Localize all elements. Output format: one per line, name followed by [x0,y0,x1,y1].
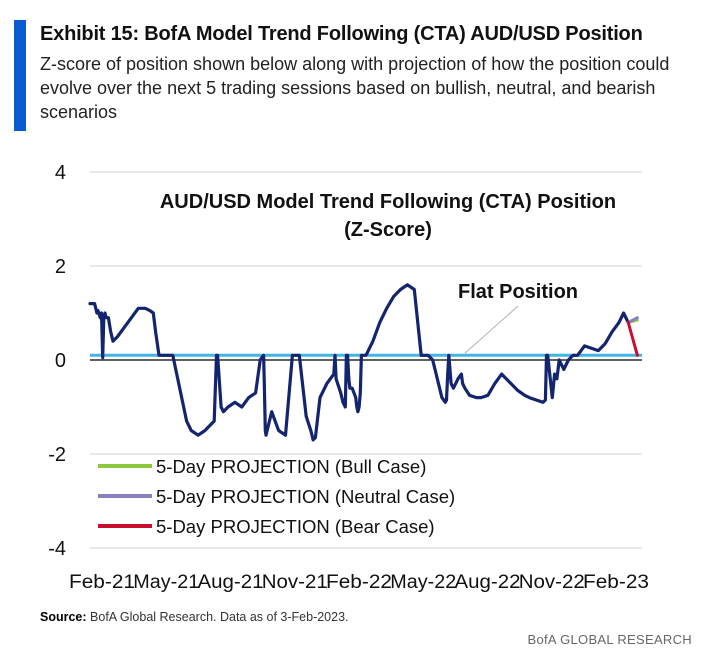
accent-bar [14,20,26,131]
series-group [88,283,639,442]
source-line: Source: BofA Global Research. Data as of… [40,610,349,624]
flat-position-pointer [464,305,519,354]
y-gridlines [90,171,642,549]
series-cta-position [88,283,630,442]
flat-position-label: Flat Position [458,281,578,303]
y-tick-label-2: 0 [55,350,66,372]
exhibit-subtitle: Z-score of position shown below along wi… [40,54,670,122]
y-tick-label-1: 2 [55,256,66,278]
y-tick-label-4: -4 [48,538,66,560]
x-tick-label-4: Feb-22 [326,572,392,593]
y-tick-label-0: 4 [55,162,66,184]
series-projection-neutral [626,316,639,324]
legend-label-bear: 5-Day PROJECTION (Bear Case) [156,516,435,537]
brand-footer: BofA GLOBAL RESEARCH [527,632,692,647]
source-text: BofA Global Research. Data as of 3-Feb-2… [90,610,349,624]
x-tick-label-0: Feb-21 [69,572,135,593]
legend-label-bull: 5-Day PROJECTION (Bull Case) [156,456,426,477]
legend-label-neutral: 5-Day PROJECTION (Neutral Case) [156,486,455,507]
exhibit-title: Exhibit 15: BofA Model Trend Following (… [40,23,643,45]
x-tick-label-5: May-22 [390,572,456,593]
y-tick-labels: 4 2 0 -2 -4 [48,162,66,560]
series-projection-bear [626,320,639,357]
x-tick-label-8: Feb-23 [583,572,649,593]
legend: 5-Day PROJECTION (Bull Case) 5-Day PROJEC… [98,456,455,537]
source-label: Source: [40,610,87,624]
x-tick-label-3: Nov-21 [262,572,328,593]
x-tick-label-6: Aug-22 [455,572,521,593]
x-tick-label-7: Nov-22 [519,572,585,593]
x-tick-labels: Feb-21May-21Aug-21Nov-21Feb-22May-22Aug-… [69,572,649,593]
x-tick-label-1: May-21 [133,572,199,593]
flat-position-annotation: Flat Position [458,281,578,354]
x-tick-label-2: Aug-21 [198,572,264,593]
y-tick-label-3: -2 [48,444,66,466]
chart-title-line-2: (Z-Score) [344,219,432,241]
chart-title-line-1: AUD/USD Model Trend Following (CTA) Posi… [160,191,616,213]
